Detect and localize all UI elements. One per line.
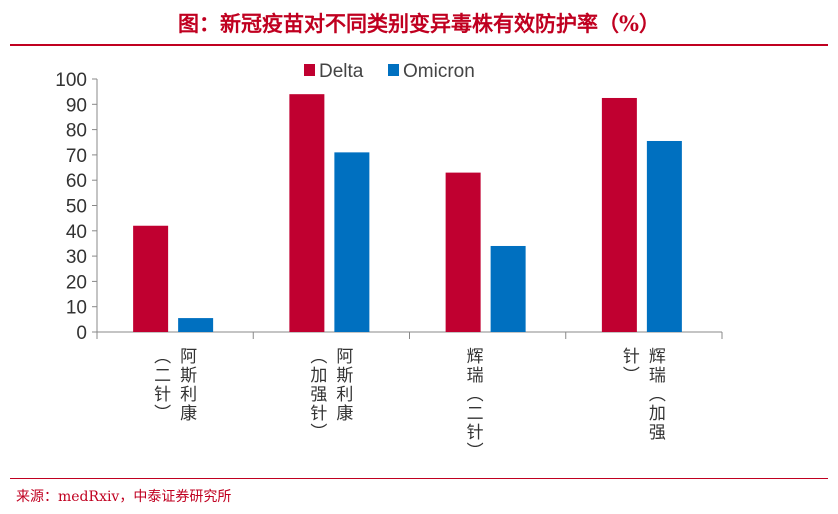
title-divider xyxy=(10,44,828,46)
y-tick-label: 100 xyxy=(55,70,87,91)
legend-swatch-delta xyxy=(304,64,315,76)
legend-label: Omicron xyxy=(403,61,475,82)
y-tick-label: 70 xyxy=(66,146,87,167)
y-tick-label: 50 xyxy=(66,197,87,218)
bar-omicron xyxy=(334,152,370,332)
bar-omicron xyxy=(178,318,214,332)
bar-delta xyxy=(133,225,169,332)
x-tick-label: 辉瑞（二针） xyxy=(462,347,483,461)
x-tick-label: 阿斯利康（二针） xyxy=(150,347,197,423)
footer-divider xyxy=(10,478,828,479)
source-note: 来源：medRxiv，中泰证券研究所 xyxy=(16,489,232,505)
y-tick-label: 60 xyxy=(66,171,87,192)
y-tick-label: 90 xyxy=(66,95,87,116)
y-tick-label: 80 xyxy=(66,121,87,142)
x-tick-label: 辉瑞（加强针） xyxy=(618,347,665,442)
bar-delta xyxy=(601,97,637,332)
legend-swatch-omicron xyxy=(388,64,399,76)
y-tick-label: 20 xyxy=(66,272,87,293)
y-tick-label: 0 xyxy=(76,323,87,344)
bar-delta xyxy=(289,94,325,333)
y-tick-label: 40 xyxy=(66,222,87,243)
x-tick-label: 阿斯利康（加强针） xyxy=(306,347,353,442)
bar-delta xyxy=(445,172,481,332)
bar-omicron xyxy=(490,245,526,332)
y-tick-label: 30 xyxy=(66,247,87,268)
legend-label: Delta xyxy=(319,61,364,82)
bar-omicron xyxy=(646,140,682,332)
y-tick-label: 10 xyxy=(66,298,87,319)
chart-title: 图：新冠疫苗对不同类别变异毒株有效防护率（%） xyxy=(178,11,660,36)
